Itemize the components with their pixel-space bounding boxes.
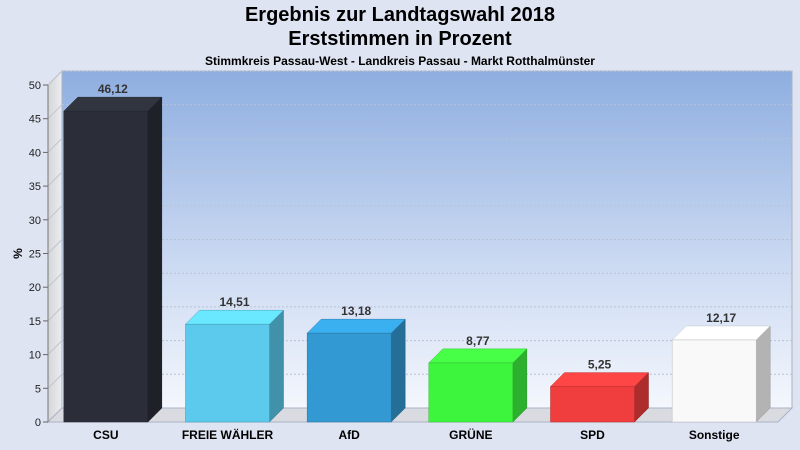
gridline-side bbox=[47, 306, 63, 322]
x-tick-label: GRÜNE bbox=[449, 427, 492, 442]
data-label: 46,12 bbox=[98, 82, 128, 96]
y-tick-label: 10 bbox=[29, 350, 41, 362]
gridline-side bbox=[47, 272, 63, 288]
bar-csu bbox=[63, 96, 163, 423]
bar-top bbox=[63, 96, 163, 112]
y-tick-label: 25 bbox=[29, 249, 41, 261]
bar-front bbox=[550, 386, 635, 423]
bar-front bbox=[428, 362, 514, 423]
bar-front bbox=[185, 323, 270, 423]
bar-side bbox=[147, 96, 163, 423]
data-label: 8,77 bbox=[466, 334, 490, 348]
gridline-side bbox=[47, 171, 63, 187]
bar-freie-wähler bbox=[184, 309, 285, 423]
x-tick-label: AfD bbox=[339, 428, 361, 442]
bar-top bbox=[671, 325, 771, 341]
y-tick-label: 15 bbox=[29, 316, 41, 328]
bar-spd bbox=[549, 372, 650, 423]
x-tick-label: FREIE WÄHLER bbox=[182, 427, 274, 442]
bar-front bbox=[306, 332, 392, 423]
x-tick-label: CSU bbox=[93, 428, 118, 442]
gridline-side bbox=[47, 205, 63, 221]
data-label: 12,17 bbox=[706, 311, 736, 325]
x-tick-label: SPD bbox=[580, 428, 605, 442]
bar-grüne bbox=[428, 348, 528, 423]
y-axis-title: % bbox=[11, 248, 25, 259]
x-tick-label: Sonstige bbox=[689, 428, 740, 442]
gridline-side bbox=[47, 373, 63, 389]
gridline-side bbox=[47, 104, 63, 120]
data-label: 13,18 bbox=[341, 304, 371, 318]
y-tick-label: 0 bbox=[35, 417, 41, 429]
gridline-side bbox=[47, 138, 63, 153]
bar-afd bbox=[306, 318, 406, 423]
chart-subtitle: Erststimmen in Prozent bbox=[288, 28, 512, 50]
chart-region-label: Stimmkreis Passau-West - Landkreis Passa… bbox=[205, 54, 595, 68]
chart-title: Ergebnis zur Landtagswahl 2018 bbox=[244, 4, 556, 26]
bar-side bbox=[269, 309, 284, 423]
bar-sonstige bbox=[671, 325, 771, 423]
y-tick-label: 20 bbox=[29, 282, 41, 294]
y-tick-label: 40 bbox=[29, 147, 41, 159]
data-label: 14,51 bbox=[219, 295, 249, 309]
y-tick-label: 50 bbox=[29, 80, 41, 92]
bar-top bbox=[306, 318, 406, 334]
y-tick-label: 30 bbox=[29, 215, 41, 227]
gridline-side bbox=[47, 340, 63, 355]
bar-top bbox=[549, 372, 650, 387]
bar-side bbox=[755, 325, 771, 423]
y-tick-label: 45 bbox=[29, 114, 41, 126]
bar-front bbox=[671, 339, 757, 423]
gridline-side bbox=[47, 70, 63, 86]
bar-front bbox=[63, 110, 149, 423]
gridline-side bbox=[47, 239, 63, 254]
bar-top bbox=[184, 309, 285, 325]
data-label: 5,25 bbox=[588, 358, 612, 372]
y-tick-label: 5 bbox=[35, 383, 41, 395]
bar-top bbox=[428, 348, 528, 364]
y-tick-label: 35 bbox=[29, 181, 41, 193]
bar-side bbox=[390, 318, 406, 423]
